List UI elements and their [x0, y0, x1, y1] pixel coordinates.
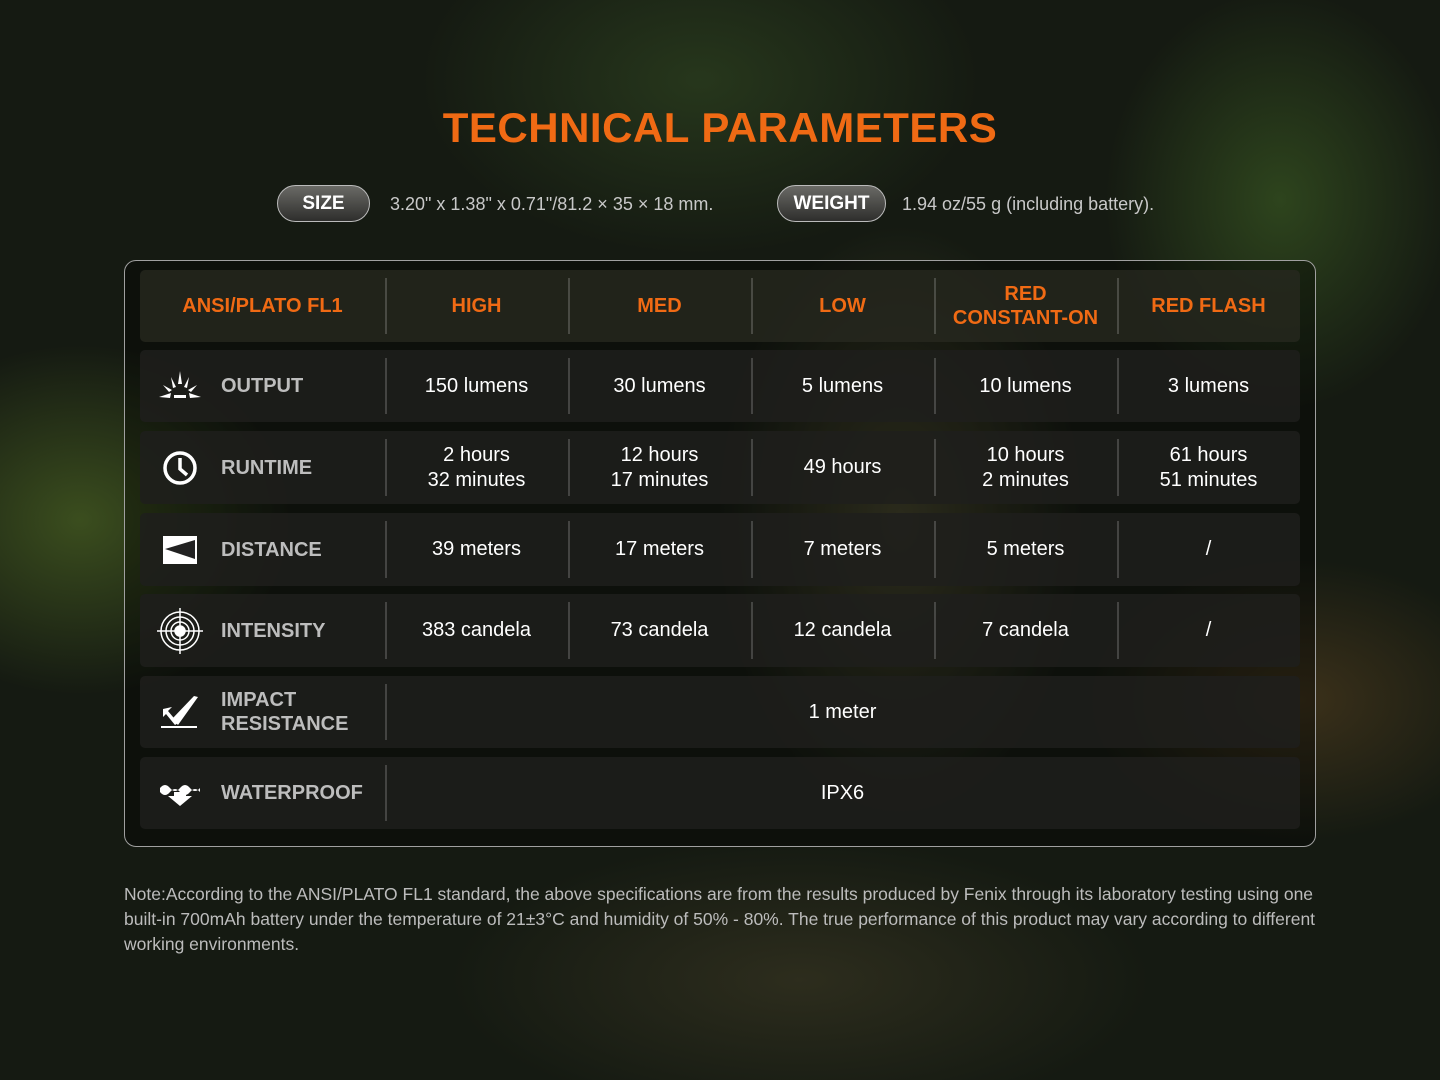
value-cell: 30 lumens	[568, 350, 751, 422]
row-label: INTENSITY	[140, 594, 385, 667]
value-cell: /	[1117, 594, 1300, 667]
table-row: IMPACT RESISTANCE 1 meter	[140, 676, 1300, 748]
value-cell: 49 hours	[751, 431, 934, 504]
row-label: DISTANCE	[140, 513, 385, 586]
value-cell: 12 candela	[751, 594, 934, 667]
sun-rays-icon	[157, 366, 203, 406]
footnote: Note:According to the ANSI/PLATO FL1 sta…	[124, 884, 1316, 954]
value-cell: 150 lumens	[385, 350, 568, 422]
value-cell: 17 meters	[568, 513, 751, 586]
value-cell: 1 meter	[385, 676, 1300, 748]
value-cell: 5 lumens	[751, 350, 934, 422]
value-cell: 39 meters	[385, 513, 568, 586]
table-row: RUNTIME 2 hours 32 minutes 12 hours 17 minut…	[140, 431, 1300, 504]
size-badge: SIZE	[277, 185, 370, 222]
value-cell: 73 candela	[568, 594, 751, 667]
target-icon	[157, 607, 203, 654]
page-title: TECHNICAL PARAMETERS	[442, 104, 998, 151]
header-cell: LOW	[751, 270, 934, 342]
table-row: DISTANCE 39 meters 17 meters 7 meters 5 mete…	[140, 513, 1300, 586]
header-cell: MED	[568, 270, 751, 342]
table-row: INTENSITY 383 candela 73 candela 12 candela…	[140, 594, 1300, 667]
header-cell: RED FLASH	[1117, 270, 1300, 342]
value-cell: 5 meters	[934, 513, 1117, 586]
row-label: WATERPROOF	[140, 757, 385, 829]
value-cell: 10 hours 2 minutes	[934, 431, 1117, 504]
value-cell: 7 candela	[934, 594, 1117, 667]
table-row: WATERPROOF IPX6	[140, 757, 1300, 829]
distance-icon	[157, 530, 203, 570]
row-label: RUNTIME	[140, 431, 385, 504]
size-value: 3.20" x 1.38" x 0.71"/81.2 × 35 × 18 mm.	[390, 194, 714, 214]
table-header-row: ANSI/PLATO FL1 HIGH MED LOW RED CONSTANT-ON RE…	[140, 270, 1300, 342]
value-cell: 10 lumens	[934, 350, 1117, 422]
value-cell: 7 meters	[751, 513, 934, 586]
clock-icon	[157, 448, 203, 488]
header-cell: HIGH	[385, 270, 568, 342]
row-label: IMPACT RESISTANCE	[140, 676, 385, 748]
weight-value: 1.94 oz/55 g (including battery).	[902, 194, 1155, 214]
header-cell: RED CONSTANT-ON	[934, 270, 1117, 342]
value-cell: 383 candela	[385, 594, 568, 667]
weight-badge: WEIGHT	[777, 185, 886, 222]
value-cell: 3 lumens	[1117, 350, 1300, 422]
impact-icon	[157, 692, 203, 732]
table-row: OUTPUT 150 lumens 30 lumens 5 lumens 10 lume…	[140, 350, 1300, 422]
value-cell: 12 hours 17 minutes	[568, 431, 751, 504]
value-cell: /	[1117, 513, 1300, 586]
row-label: OUTPUT	[140, 350, 385, 422]
value-cell: 61 hours 51 minutes	[1117, 431, 1300, 504]
waterproof-icon	[157, 773, 203, 813]
value-cell: IPX6	[385, 757, 1300, 829]
value-cell: 2 hours 32 minutes	[385, 431, 568, 504]
header-cell: ANSI/PLATO FL1	[182, 295, 343, 317]
